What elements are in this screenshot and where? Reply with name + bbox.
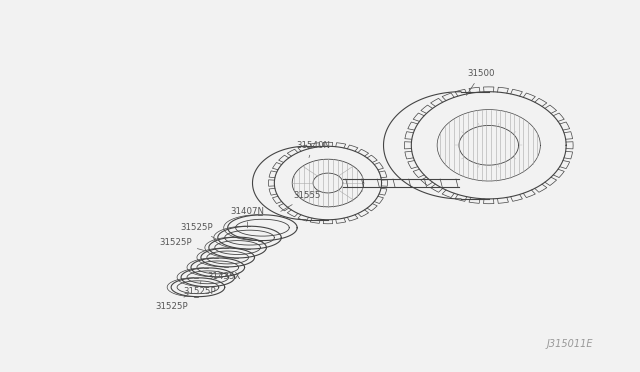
Text: 31555: 31555 xyxy=(281,192,321,211)
Text: 31525P: 31525P xyxy=(159,238,205,251)
Text: 31435X: 31435X xyxy=(208,271,241,281)
Text: 31525P: 31525P xyxy=(180,223,216,239)
Text: 31407N: 31407N xyxy=(230,207,265,228)
Text: 31525P: 31525P xyxy=(156,294,189,311)
Text: 31540N: 31540N xyxy=(296,141,330,158)
Text: 31525P: 31525P xyxy=(183,281,216,296)
Text: 31500: 31500 xyxy=(467,69,494,95)
Text: J315011E: J315011E xyxy=(547,339,593,349)
